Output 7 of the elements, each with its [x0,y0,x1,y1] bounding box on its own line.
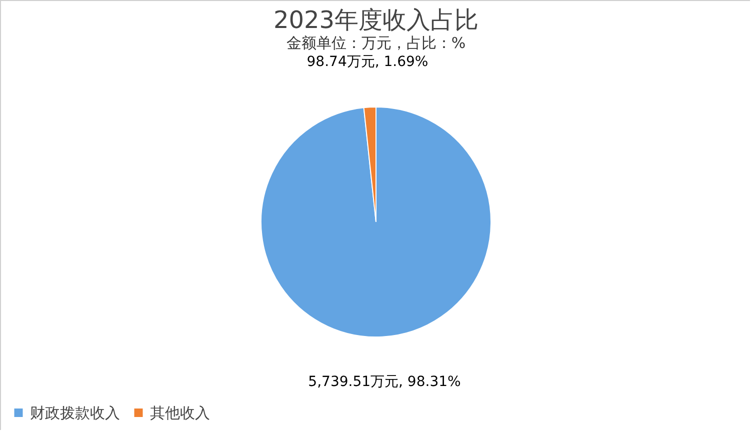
data-label: 98.74万元, 1.69% [306,54,428,70]
data-label: 5,739.51万元, 98.31% [308,374,461,390]
legend-label: 其他收入 [150,404,210,422]
chart-subtitle: 金额单位：万元，占比：% [286,34,466,52]
pie-slice [260,106,492,338]
legend-label: 财政拨款收入 [30,404,120,422]
chart-title: 2023年度收入占比 [273,6,479,34]
